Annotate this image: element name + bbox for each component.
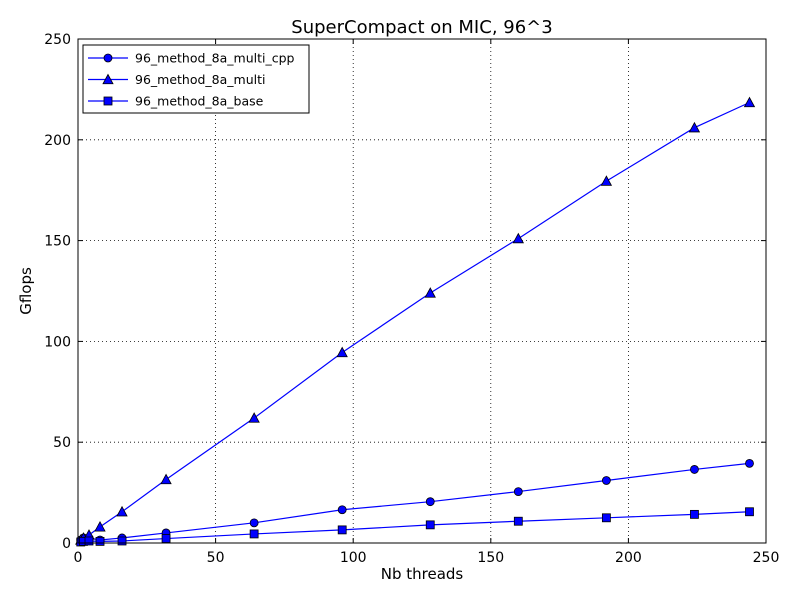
data-point-triangle [116,505,128,517]
data-point-circle [249,518,259,528]
data-point-circle [601,476,611,485]
data-point-circle [745,458,754,468]
y-tick-label: 0 [62,536,71,552]
data-point-circle [690,465,699,474]
data-point-square [337,525,347,535]
y-tick-label: 50 [53,435,71,451]
x-axis-label: Nb threads [381,565,464,583]
plot-frame [77,38,767,544]
data-point-triangle [336,346,348,358]
y-tick-label: 100 [44,334,71,350]
legend: 96_method_8a_multi_cpp 96_method_8a_multi… [82,44,310,114]
x-tick-label: 250 [753,550,780,566]
legend-marker-triangle [102,73,114,85]
data-point-circle [425,497,435,507]
y-tick-label: 250 [44,32,71,48]
data-point-square [690,509,699,519]
chart-title: SuperCompact on MIC, 96^3 [291,17,552,38]
data-point-triangle [424,287,436,298]
data-point-triangle [94,521,106,532]
data-point-triangle [743,96,756,108]
data-point-square [425,520,435,530]
data-point-triangle [248,412,260,423]
series-square [76,507,754,547]
data-point-square [249,529,259,539]
x-tick-label: 50 [207,550,225,566]
y-tick-label: 200 [44,133,71,149]
grid [78,39,766,543]
legend-label: 96_method_8a_base [135,94,264,109]
x-tick-label: 100 [340,550,367,566]
data-point-triangle [160,473,172,485]
data-point-square [513,516,523,526]
y-tick-label: 150 [44,234,71,250]
data-point-triangle [688,121,701,133]
data-point-square [84,536,94,546]
y-axis-label: Gflops [17,267,35,315]
x-tick-label: 200 [615,550,642,566]
data-point-circle [513,487,523,496]
legend-marker-square [103,96,113,106]
legend-label: 96_method_8a_multi [135,72,266,87]
axis-ticks: 0 50 100 150 200 250 0 50 100 150 200 250 [44,32,779,566]
data-point-square [161,534,171,543]
data-point-triangle [600,175,613,186]
data-point-circle [337,505,347,515]
series-group [75,96,756,547]
legend-marker-circle [103,53,113,63]
legend-label: 96_method_8a_multi_cpp [135,51,295,66]
x-tick-label: 0 [74,550,83,566]
data-point-square [95,536,105,546]
data-point-square [601,513,611,523]
data-point-square [745,507,754,517]
data-point-triangle [512,232,524,244]
x-tick-label: 150 [477,550,504,566]
data-point-square [117,536,127,546]
